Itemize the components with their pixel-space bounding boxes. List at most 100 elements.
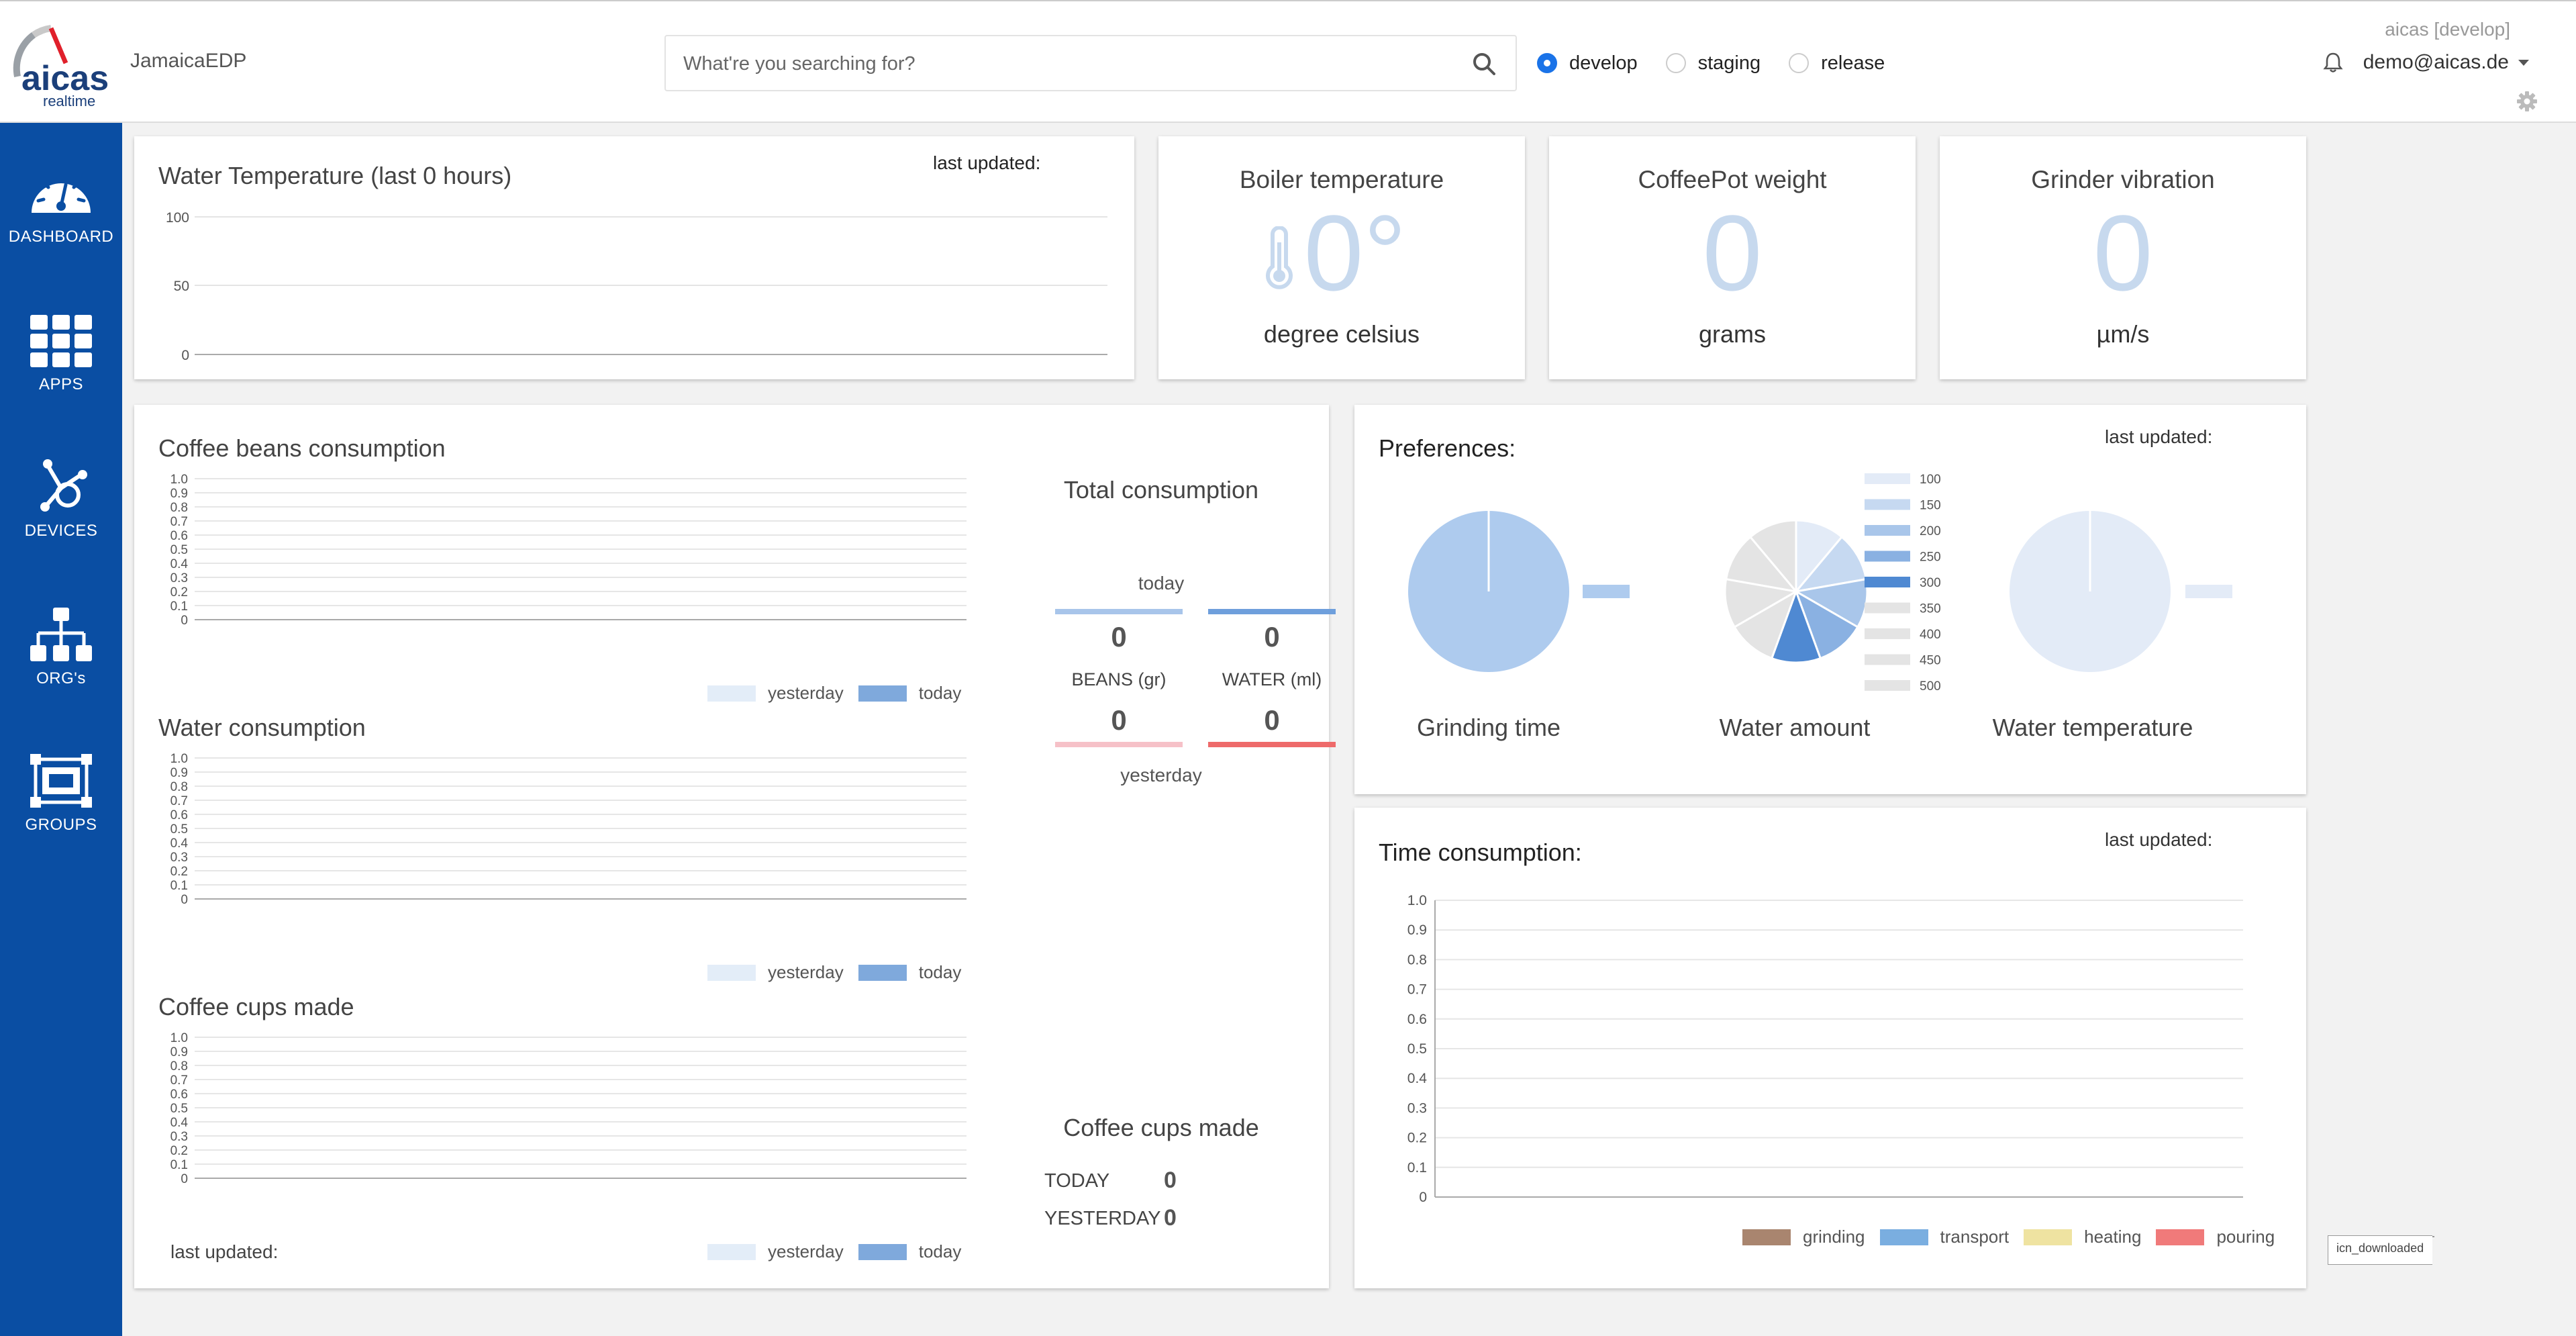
coffee-cups-chart: 1.00.90.80.70.60.50.40.30.20.10 [170,1031,967,1186]
y-tick-label: 0.5 [1407,1041,1427,1057]
y-tick-label: 0.8 [170,1059,188,1073]
legend-swatch [1865,654,1910,665]
legend-swatch [2024,1229,2073,1245]
y-tick-label: 0.8 [170,501,188,515]
radio-button[interactable] [1789,53,1810,73]
y-tick-label: 0 [181,348,189,363]
pie-legend-swatch [2185,585,2232,598]
legend-item-today: today [858,1241,962,1262]
environment-selector: develop staging release [1537,50,1913,77]
consumption-card: Coffee beans consumption 1.0 0.9 0.8 0.7 0.6… [134,405,1336,1288]
sidebar-item-label: DASHBOARD [8,228,114,246]
legend-label: today [918,1241,962,1261]
sidebar-item-orgs[interactable]: ORG's [0,606,122,741]
sidebar-item-dashboard[interactable]: DASHBOARD [0,164,122,299]
legend-item-pouring: pouring [2156,1227,2275,1247]
env-option-staging[interactable]: staging [1665,52,1761,75]
legend-item-grinding: grinding [1742,1227,1865,1247]
logo-tagline: realtime [43,93,95,109]
card-title: Water Temperature (last 0 hours) [158,162,512,189]
y-tick-label: 1.0 [1407,893,1427,908]
y-tick-label: 0.1 [170,600,188,614]
legend-item-heating: heating [2024,1227,2141,1247]
legend-swatch [1865,577,1910,587]
legend-label: 500 [1920,679,1941,694]
grinding-time-pie [1408,511,1630,672]
tile-value: 0 [1702,193,1763,313]
chart-legend: yesterday today [693,962,961,983]
legend-label: yesterday [768,1241,844,1261]
legend-label: 400 [1920,628,1941,642]
search-box[interactable] [664,35,1517,91]
y-tick-label: 0.2 [170,1144,188,1158]
legend-label: yesterday [768,683,844,703]
y-tick-label: 0.1 [1407,1160,1427,1176]
y-tick-label: 0.9 [170,766,188,780]
y-tick-label: 0.3 [170,571,188,585]
y-tick-label: 0.9 [170,1045,188,1059]
y-tick-label: 0.5 [170,543,188,557]
beans-yesterday-bar [1055,742,1183,747]
sidebar-item-groups[interactable]: GROUPS [0,753,122,887]
y-tick-label: 0.4 [170,557,189,571]
legend-item-yesterday: yesterday [707,962,844,983]
legend-swatch [707,964,756,981]
legend-label: grinding [1803,1227,1865,1247]
org-chart-icon [30,608,92,661]
y-tick-label: 0.3 [170,851,188,865]
y-tick-label: 0.6 [170,529,188,543]
sidebar-item-apps[interactable]: APPS [0,312,122,446]
y-tick-label: 0.7 [170,515,188,529]
grid-icon [30,315,92,367]
search-input[interactable] [683,48,1422,79]
y-tick-label: 0.1 [170,1158,188,1172]
legend-swatch [1865,473,1910,484]
y-tick-label: 0 [1419,1190,1427,1205]
legend-item-today: today [858,962,961,983]
radio-button-selected[interactable] [1537,53,1557,73]
user-email[interactable]: demo@aicas.de [2363,51,2509,73]
tile-unit: µm/s [2096,320,2150,348]
gear-icon[interactable] [2516,90,2538,113]
card-title: Preferences: [1379,434,1516,462]
aicas-logo[interactable]: aicas realtime [4,15,118,109]
y-tick-label: 0.1 [170,879,188,893]
y-tick-label: 0.9 [170,487,188,501]
y-tick-label: 0.7 [170,794,188,808]
water-today-value: 0 [1264,621,1280,653]
user-menu[interactable]: demo@aicas.de [2322,51,2529,74]
legend-label: 150 [1920,499,1941,513]
chart-title: Coffee beans consumption [158,434,446,462]
water-consumption-chart: 1.00.90.80.70.60.50.40.30.20.10 [170,752,967,907]
legend-label: 200 [1920,524,1941,538]
hub-icon [40,459,87,512]
tile-title: Boiler temperature [1239,166,1444,193]
y-tick-label: 0 [181,893,188,907]
grinder-vibration-tile: Grinder vibration 0 µm/s [1940,136,2306,379]
legend-swatch [858,685,907,702]
env-option-develop[interactable]: develop [1537,52,1638,75]
sidebar-item-devices[interactable]: DEVICES [0,459,122,593]
legend-swatch [1865,525,1910,536]
pie-legend-swatch [1583,585,1630,598]
chart-title: Coffee cups made [158,993,354,1020]
total-consumption-panel: Total consumption today 0 0 BEANS (gr) W… [1020,405,1336,1288]
radio-button[interactable] [1665,53,1686,73]
water-yesterday-value: 0 [1264,704,1280,736]
env-option-release[interactable]: release [1789,52,1885,75]
logo-arc [13,25,68,77]
y-tick-label: 0.2 [170,865,188,879]
y-tick-label: 0.4 [170,1116,189,1130]
logo-word: aicas [21,59,109,98]
water-temperature-card: Water Temperature (last 0 hours) last up… [134,136,1134,379]
legend-label: heating [2084,1227,2142,1247]
pie-slice [1748,519,1797,595]
y-tick-label: 1.0 [170,752,188,766]
search-icon[interactable] [1470,50,1499,79]
legend-label: transport [1940,1227,2010,1247]
y-tick-label: 0.5 [170,1102,188,1116]
total-consumption-title: Total consumption [1063,476,1259,504]
chevron-down-icon[interactable] [2518,59,2529,66]
current-environment-label: aicas [develop] [2385,19,2510,40]
bell-icon[interactable] [2322,51,2344,74]
